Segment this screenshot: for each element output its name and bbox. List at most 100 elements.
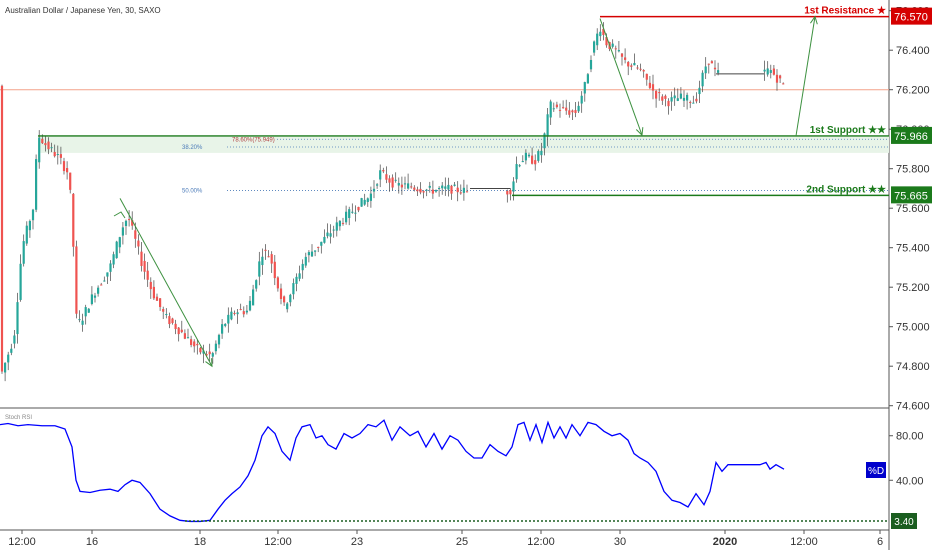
x-tick-label: 16 xyxy=(86,536,98,548)
candle-body xyxy=(596,34,598,46)
fib-level-label: 38.20% xyxy=(182,145,203,151)
candle-body xyxy=(692,103,694,104)
candle-body xyxy=(23,241,25,264)
support-label: 1st Support ★★ xyxy=(810,125,886,136)
candle-body xyxy=(280,288,282,298)
candle-body xyxy=(144,261,146,272)
candle-body xyxy=(134,230,136,238)
candle-body xyxy=(218,335,220,345)
x-tick-label: 12:00 xyxy=(264,536,292,548)
candle-body xyxy=(72,194,74,247)
candle-body xyxy=(283,296,285,302)
x-tick-label: 12:00 xyxy=(8,536,36,548)
candle-body xyxy=(643,70,645,71)
y-tick-label: 74.800 xyxy=(896,361,930,373)
candle-body xyxy=(767,68,769,74)
candle-body xyxy=(41,139,43,143)
candle-body xyxy=(85,307,87,316)
candle-body xyxy=(348,209,350,218)
candle-body xyxy=(708,64,710,65)
candle-body xyxy=(10,349,12,353)
candle-body xyxy=(354,213,356,214)
candle-body xyxy=(361,198,363,207)
candle-body xyxy=(26,226,28,244)
candle-body xyxy=(441,186,443,189)
support-price-value: 75.966 xyxy=(894,131,928,143)
candle-body xyxy=(13,336,15,344)
candle-body xyxy=(385,174,387,179)
candle-body xyxy=(522,161,524,162)
candle-body xyxy=(460,192,462,193)
candle-body xyxy=(537,151,539,161)
candle-body xyxy=(100,285,102,286)
candle-body xyxy=(339,221,341,226)
x-tick-label: 23 xyxy=(351,536,363,548)
candle-body xyxy=(658,92,660,93)
candle-body xyxy=(1,86,3,372)
candle-body xyxy=(512,181,514,191)
candle-body xyxy=(516,164,518,179)
candle-body xyxy=(599,32,601,36)
candle-body xyxy=(20,264,22,300)
candle-body xyxy=(255,280,257,288)
candle-body xyxy=(416,189,418,191)
support-zone xyxy=(38,136,889,153)
candle-body xyxy=(525,153,527,161)
candle-body xyxy=(671,97,673,101)
projection-arrow xyxy=(600,19,642,136)
candle-body xyxy=(587,74,589,83)
stoch-line xyxy=(0,420,784,521)
candles-group xyxy=(1,22,784,381)
candle-body xyxy=(271,254,273,263)
candle-body xyxy=(413,188,415,190)
candle-body xyxy=(311,252,313,257)
candle-body xyxy=(562,107,564,108)
candle-body xyxy=(624,57,626,59)
candle-body xyxy=(556,105,558,107)
candle-body xyxy=(116,242,118,258)
candle-body xyxy=(773,69,775,75)
candle-body xyxy=(559,110,561,111)
candle-body xyxy=(519,165,521,166)
candle-body xyxy=(196,344,198,345)
candle-body xyxy=(633,63,635,65)
candle-body xyxy=(320,242,322,246)
osc-title: Stoch RSI xyxy=(5,415,32,421)
candle-body xyxy=(292,283,294,294)
candle-body xyxy=(237,312,239,314)
osc-y-tick-label: 40.00 xyxy=(896,475,924,487)
candle-body xyxy=(584,82,586,93)
candle-body xyxy=(91,294,93,304)
y-tick-label: 75.600 xyxy=(896,203,930,215)
candle-body xyxy=(401,185,403,188)
candle-body xyxy=(550,101,552,117)
y-tick-label: 75.400 xyxy=(896,243,930,255)
candle-body xyxy=(88,309,90,313)
candle-body xyxy=(106,272,108,276)
candle-body xyxy=(97,288,99,294)
candle-body xyxy=(702,73,704,87)
candle-body xyxy=(224,324,226,326)
y-tick-label: 75.000 xyxy=(896,322,930,334)
resistance-label: 1st Resistance ★ xyxy=(804,6,886,17)
candle-body xyxy=(181,330,183,332)
support-price-value: 75.665 xyxy=(894,190,928,202)
candle-body xyxy=(230,312,232,320)
candle-body xyxy=(565,108,567,111)
candle-body xyxy=(630,65,632,66)
y-tick-label: 76.400 xyxy=(896,45,930,57)
candle-body xyxy=(212,353,214,357)
candle-body xyxy=(683,98,685,101)
candle-body xyxy=(175,324,177,329)
fib-level-label: 50.00% xyxy=(182,188,203,194)
osc-y-tick-label: 80.00 xyxy=(896,431,924,443)
candle-body xyxy=(426,190,428,191)
x-tick-label: 2020 xyxy=(713,536,737,548)
candle-body xyxy=(776,75,778,83)
x-tick-label: 12:00 xyxy=(527,536,555,548)
candle-body xyxy=(357,207,359,210)
candle-body xyxy=(404,183,406,184)
candle-body xyxy=(373,189,375,192)
candle-body xyxy=(323,237,325,243)
